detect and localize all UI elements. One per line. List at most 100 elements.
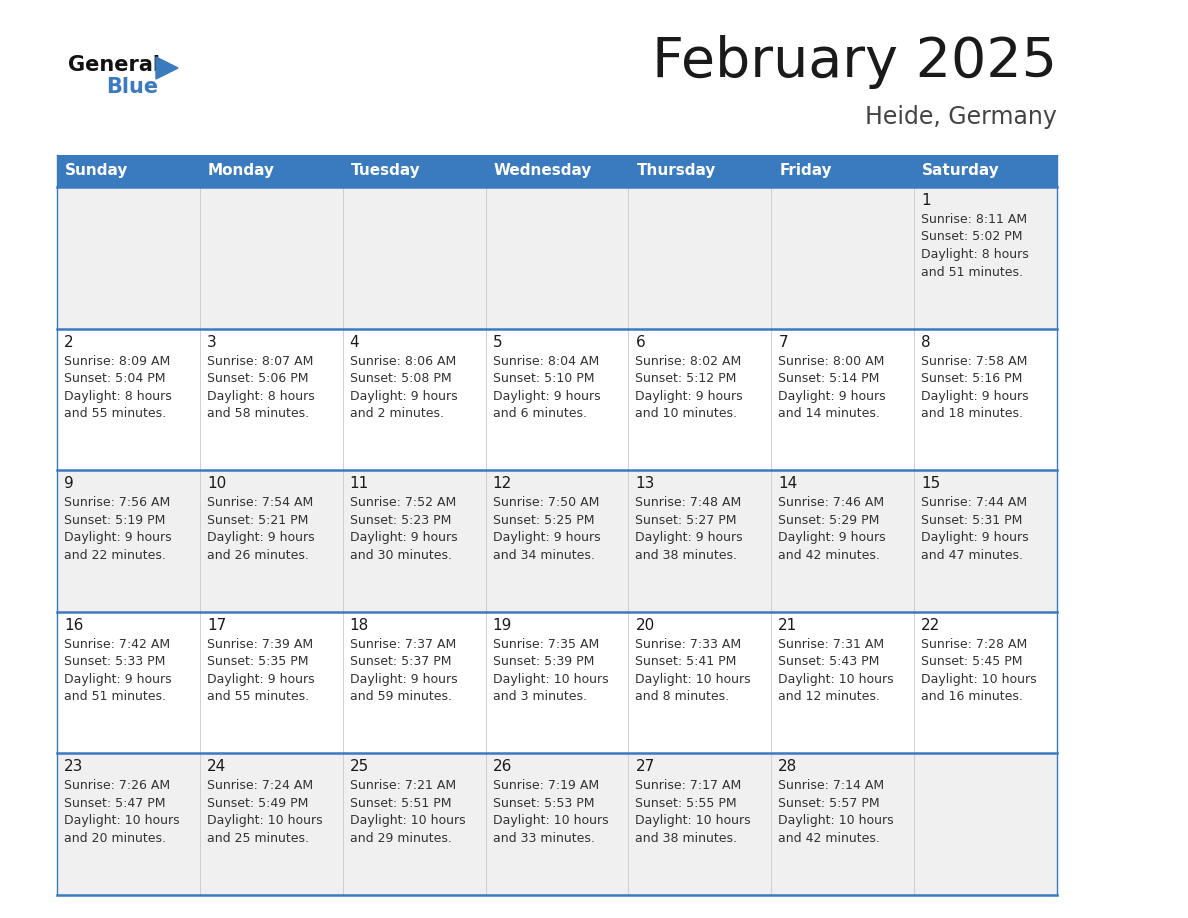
Text: Daylight: 9 hours: Daylight: 9 hours (636, 532, 742, 544)
Text: and 26 minutes.: and 26 minutes. (207, 549, 309, 562)
Bar (486, 329, 628, 470)
Text: 28: 28 (778, 759, 797, 775)
Text: Sunrise: 7:56 AM: Sunrise: 7:56 AM (64, 497, 170, 509)
Text: and 42 minutes.: and 42 minutes. (778, 832, 880, 845)
Text: Sunrise: 8:02 AM: Sunrise: 8:02 AM (636, 354, 741, 367)
Text: and 16 minutes.: and 16 minutes. (921, 690, 1023, 703)
Text: Sunset: 5:57 PM: Sunset: 5:57 PM (778, 797, 880, 810)
Text: Sunrise: 7:52 AM: Sunrise: 7:52 AM (349, 497, 456, 509)
Text: Tuesday: Tuesday (350, 163, 421, 178)
Bar (486, 155, 628, 187)
Text: Saturday: Saturday (922, 163, 1000, 178)
Text: 19: 19 (493, 618, 512, 633)
Text: Sunset: 5:10 PM: Sunset: 5:10 PM (493, 372, 594, 385)
Text: Sunrise: 8:04 AM: Sunrise: 8:04 AM (493, 354, 599, 367)
Text: Monday: Monday (208, 163, 274, 178)
Text: Daylight: 10 hours: Daylight: 10 hours (778, 814, 893, 827)
Text: and 34 minutes.: and 34 minutes. (493, 549, 594, 562)
Text: Wednesday: Wednesday (493, 163, 592, 178)
Text: Sunrise: 8:06 AM: Sunrise: 8:06 AM (349, 354, 456, 367)
Text: Sunset: 5:37 PM: Sunset: 5:37 PM (349, 655, 451, 668)
Text: 1: 1 (921, 193, 930, 208)
Text: Sunrise: 7:44 AM: Sunrise: 7:44 AM (921, 497, 1028, 509)
Text: and 58 minutes.: and 58 minutes. (207, 407, 309, 420)
Bar (342, 470, 486, 611)
Text: Sunset: 5:51 PM: Sunset: 5:51 PM (349, 797, 451, 810)
Text: Daylight: 9 hours: Daylight: 9 hours (778, 389, 886, 403)
Text: Daylight: 10 hours: Daylight: 10 hours (921, 673, 1037, 686)
Text: 13: 13 (636, 476, 655, 491)
Text: Friday: Friday (779, 163, 832, 178)
Text: Sunset: 5:08 PM: Sunset: 5:08 PM (349, 372, 451, 385)
Bar (57, 187, 200, 329)
Polygon shape (156, 57, 178, 79)
Text: Sunset: 5:41 PM: Sunset: 5:41 PM (636, 655, 737, 668)
Text: 18: 18 (349, 618, 369, 633)
Text: Sunrise: 7:33 AM: Sunrise: 7:33 AM (636, 638, 741, 651)
Text: 3: 3 (207, 334, 216, 350)
Text: and 33 minutes.: and 33 minutes. (493, 832, 594, 845)
Text: and 59 minutes.: and 59 minutes. (349, 690, 451, 703)
Text: 17: 17 (207, 618, 226, 633)
Text: 23: 23 (64, 759, 83, 775)
Text: Sunset: 5:39 PM: Sunset: 5:39 PM (493, 655, 594, 668)
Bar (342, 611, 486, 754)
Text: 12: 12 (493, 476, 512, 491)
Text: Sunset: 5:45 PM: Sunset: 5:45 PM (921, 655, 1023, 668)
Text: and 14 minutes.: and 14 minutes. (778, 407, 880, 420)
Text: Daylight: 9 hours: Daylight: 9 hours (349, 673, 457, 686)
Text: Sunrise: 7:58 AM: Sunrise: 7:58 AM (921, 354, 1028, 367)
Bar (914, 611, 1057, 754)
Text: and 47 minutes.: and 47 minutes. (921, 549, 1023, 562)
Bar (486, 754, 628, 895)
Text: Sunset: 5:31 PM: Sunset: 5:31 PM (921, 514, 1023, 527)
Text: 14: 14 (778, 476, 797, 491)
Text: Sunset: 5:35 PM: Sunset: 5:35 PM (207, 655, 309, 668)
Bar (200, 155, 342, 187)
Bar (57, 329, 200, 470)
Bar (486, 187, 628, 329)
Text: Sunrise: 7:37 AM: Sunrise: 7:37 AM (349, 638, 456, 651)
Text: Sunrise: 7:17 AM: Sunrise: 7:17 AM (636, 779, 741, 792)
Text: Sunset: 5:14 PM: Sunset: 5:14 PM (778, 372, 879, 385)
Text: February 2025: February 2025 (652, 35, 1057, 89)
Text: 4: 4 (349, 334, 359, 350)
Bar (57, 611, 200, 754)
Bar (914, 187, 1057, 329)
Bar (771, 754, 914, 895)
Bar (200, 470, 342, 611)
Bar (628, 329, 771, 470)
Bar (771, 187, 914, 329)
Text: Heide, Germany: Heide, Germany (865, 105, 1057, 129)
Text: Sunset: 5:16 PM: Sunset: 5:16 PM (921, 372, 1023, 385)
Text: 27: 27 (636, 759, 655, 775)
Bar (771, 329, 914, 470)
Text: Sunset: 5:06 PM: Sunset: 5:06 PM (207, 372, 309, 385)
Text: 16: 16 (64, 618, 83, 633)
Text: Sunset: 5:04 PM: Sunset: 5:04 PM (64, 372, 165, 385)
Text: Daylight: 10 hours: Daylight: 10 hours (207, 814, 322, 827)
Bar (200, 754, 342, 895)
Text: 10: 10 (207, 476, 226, 491)
Text: 6: 6 (636, 334, 645, 350)
Text: Daylight: 8 hours: Daylight: 8 hours (207, 389, 315, 403)
Text: 26: 26 (493, 759, 512, 775)
Text: and 55 minutes.: and 55 minutes. (207, 690, 309, 703)
Bar (628, 155, 771, 187)
Bar (342, 754, 486, 895)
Bar (628, 187, 771, 329)
Text: Sunrise: 7:48 AM: Sunrise: 7:48 AM (636, 497, 741, 509)
Text: Sunrise: 7:19 AM: Sunrise: 7:19 AM (493, 779, 599, 792)
Text: Sunrise: 7:28 AM: Sunrise: 7:28 AM (921, 638, 1028, 651)
Bar (57, 155, 200, 187)
Text: Sunset: 5:21 PM: Sunset: 5:21 PM (207, 514, 308, 527)
Text: Daylight: 10 hours: Daylight: 10 hours (778, 673, 893, 686)
Bar (914, 155, 1057, 187)
Text: Sunset: 5:02 PM: Sunset: 5:02 PM (921, 230, 1023, 243)
Text: Sunset: 5:23 PM: Sunset: 5:23 PM (349, 514, 451, 527)
Text: and 55 minutes.: and 55 minutes. (64, 407, 166, 420)
Text: Daylight: 9 hours: Daylight: 9 hours (636, 389, 742, 403)
Text: Sunrise: 8:00 AM: Sunrise: 8:00 AM (778, 354, 885, 367)
Text: Sunset: 5:47 PM: Sunset: 5:47 PM (64, 797, 165, 810)
Text: Daylight: 9 hours: Daylight: 9 hours (921, 532, 1029, 544)
